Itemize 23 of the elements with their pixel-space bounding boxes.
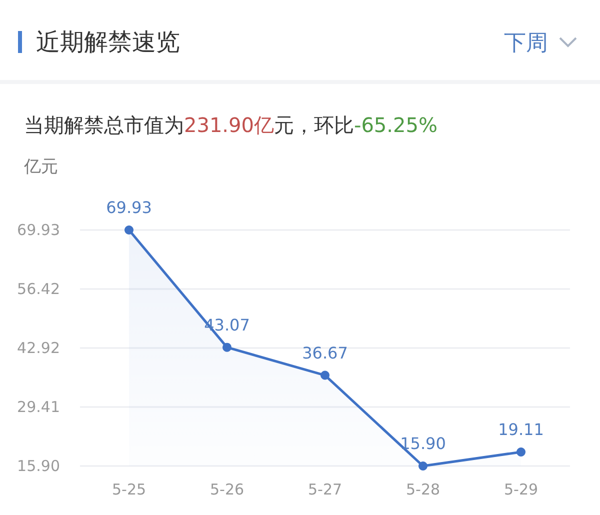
x-tick-label: 5-25 [112, 480, 146, 498]
data-label: 15.90 [400, 434, 446, 453]
x-tick-label: 5-29 [504, 480, 538, 498]
data-label: 19.11 [498, 420, 544, 439]
y-tick-label: 15.90 [17, 457, 60, 475]
chart-subtitle: 当期解禁总市值为231.90亿元，环比-65.25% [24, 112, 438, 139]
y-tick-label: 29.41 [17, 398, 60, 416]
x-tick-label: 5-27 [308, 480, 342, 498]
x-tick-label: 5-26 [210, 480, 244, 498]
point [418, 462, 428, 470]
text: 下周 [504, 30, 548, 58]
point [516, 447, 526, 456]
point [222, 342, 232, 352]
y-tick-label: 56.42 [17, 280, 60, 298]
y-tick-label: 69.93 [17, 221, 60, 239]
data-label: 69.93 [106, 198, 152, 217]
point [320, 370, 330, 380]
y-axis-title: 亿元 [24, 156, 58, 178]
data-label: 36.67 [302, 343, 348, 362]
y-tick-label: 42.92 [17, 338, 60, 357]
x-tick-label: 5-28 [406, 480, 440, 498]
point [124, 226, 134, 234]
chart-title: 近期解禁速览 [36, 27, 180, 58]
